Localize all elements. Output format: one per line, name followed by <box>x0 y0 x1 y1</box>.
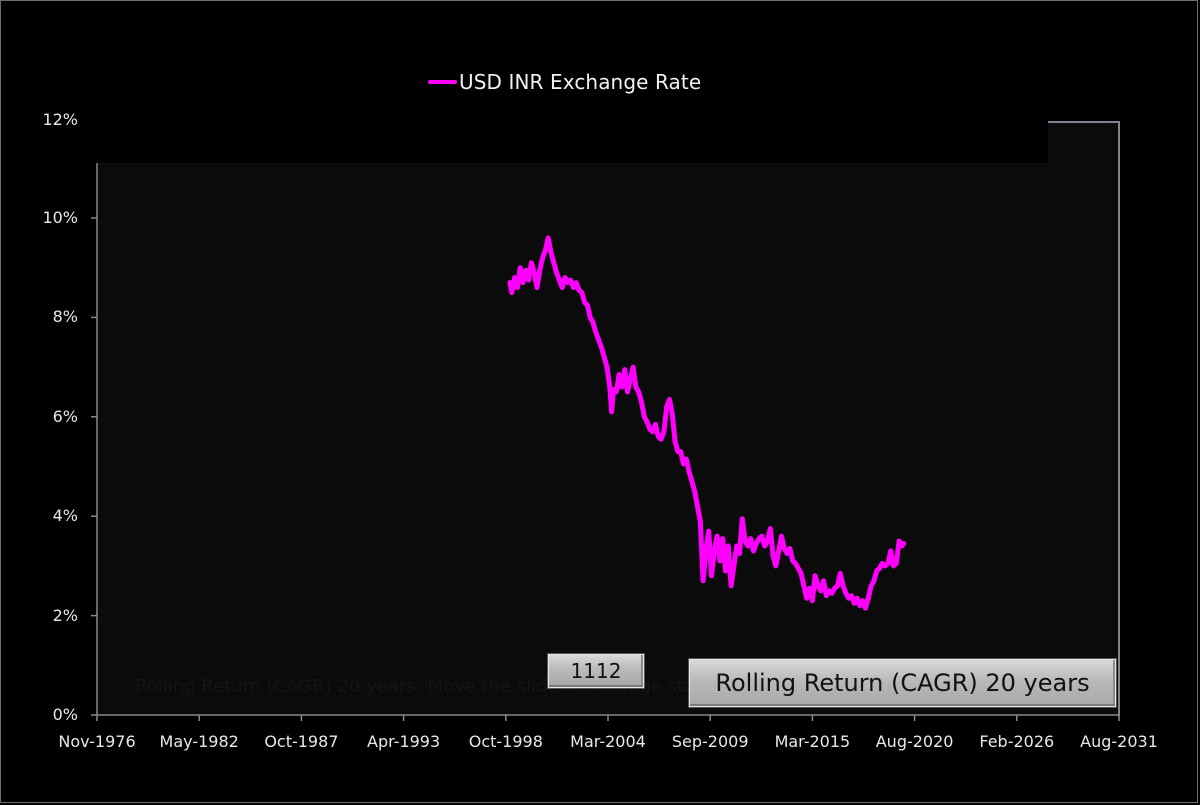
axes <box>91 163 1120 721</box>
y-tick-label: 0% <box>52 705 78 724</box>
x-tick-label: Feb-2026 <box>979 732 1055 751</box>
rolling-return-title-button[interactable]: Rolling Return (CAGR) 20 years <box>689 659 1116 707</box>
legend-line-icon <box>428 80 457 84</box>
x-tick-label: May-1982 <box>159 732 239 751</box>
y-tick-label: 8% <box>52 307 78 327</box>
x-tick-label: Apr-1993 <box>367 732 441 751</box>
legend: USD INR Exchange Rate <box>428 70 701 94</box>
counter-button[interactable]: 1112 <box>548 654 644 688</box>
plot-border-right <box>1118 121 1120 716</box>
y-tick-label: 2% <box>52 605 78 625</box>
x-tick-label: Aug-2020 <box>875 732 954 751</box>
usd-inr-series-line <box>507 235 907 611</box>
x-tick-label: Nov-1976 <box>58 732 136 751</box>
y-tick-label: 12% <box>42 110 78 129</box>
plot-area-right <box>1048 122 1118 715</box>
x-tick-label: Mar-2015 <box>774 732 851 751</box>
x-tick-label: Oct-1998 <box>468 732 543 751</box>
y-tick-label: 6% <box>52 406 78 426</box>
plot-area <box>98 163 1048 715</box>
ghost-caption: Rolling Return (CAGR) 20 years: Move the… <box>135 676 756 697</box>
y-tick-label: 4% <box>52 506 78 526</box>
y-tick-label: 10% <box>42 208 78 227</box>
legend-label: USD INR Exchange Rate <box>459 70 702 94</box>
plot-border-top <box>1048 121 1119 123</box>
x-tick-label: Oct-1987 <box>264 732 339 751</box>
x-tick-label: Sep-2009 <box>671 732 749 751</box>
x-tick-label: Mar-2004 <box>570 732 646 751</box>
x-tick-label: Aug-2031 <box>1080 732 1158 751</box>
